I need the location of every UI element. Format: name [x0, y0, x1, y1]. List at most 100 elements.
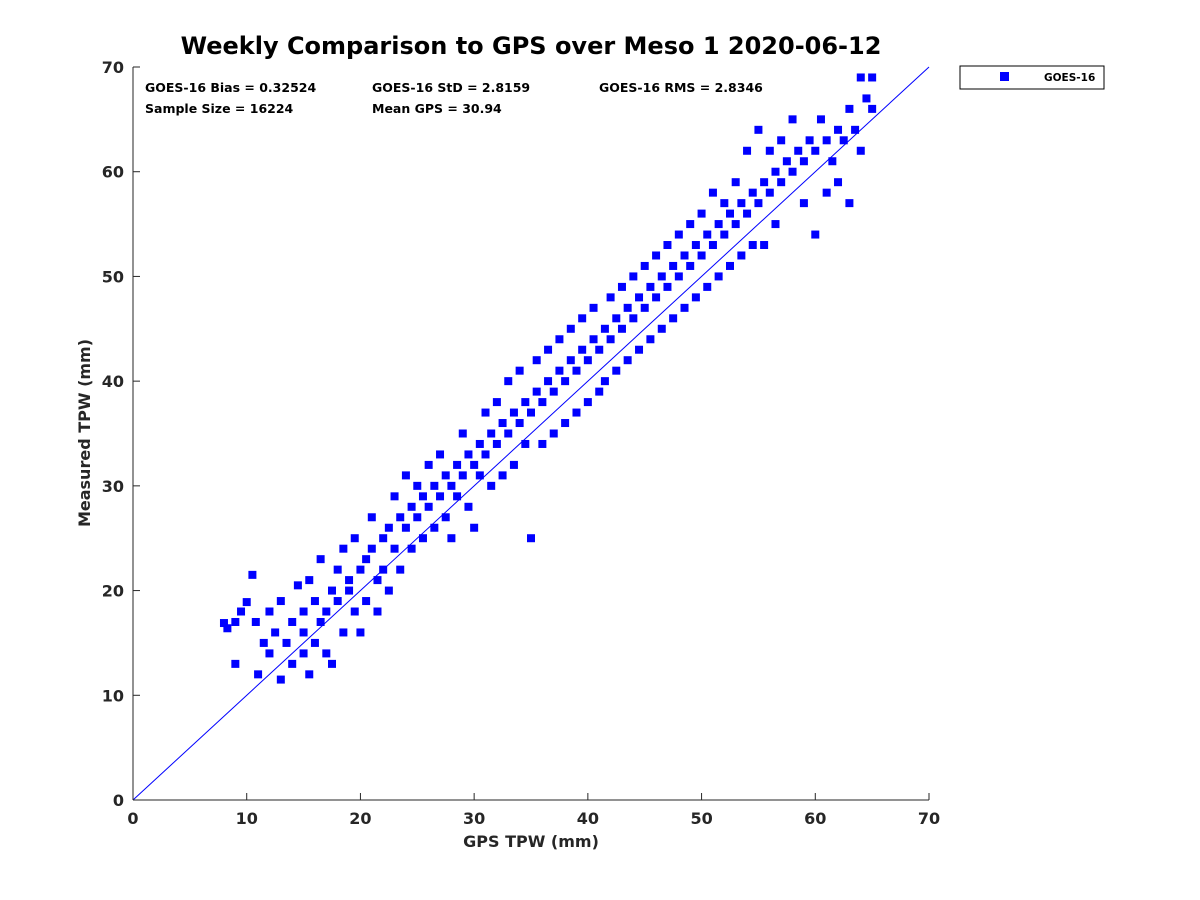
data-point [765, 188, 774, 197]
data-point [367, 513, 376, 522]
data-point [481, 450, 490, 459]
legend-entry-goes16: GOES-16 [1044, 72, 1095, 84]
data-point [828, 157, 837, 166]
data-point [754, 199, 763, 208]
data-point [492, 439, 501, 448]
data-point [777, 178, 786, 187]
data-point [544, 345, 553, 354]
data-point [572, 408, 581, 417]
data-point [799, 157, 808, 166]
data-point [600, 324, 609, 333]
data-point [350, 607, 359, 616]
data-point [441, 471, 450, 480]
data-point [310, 597, 319, 606]
data-point [748, 188, 757, 197]
data-point [396, 513, 405, 522]
data-point [720, 199, 729, 208]
legend-marker-square [1000, 72, 1009, 81]
y-tick-label: 60 [102, 163, 124, 182]
data-point [561, 377, 570, 386]
data-point [578, 345, 587, 354]
data-point [521, 398, 530, 407]
data-point [657, 272, 666, 281]
data-point [595, 387, 604, 396]
data-point [436, 450, 445, 459]
data-point [328, 586, 336, 595]
data-point [362, 555, 371, 564]
data-point [629, 314, 638, 323]
data-point [265, 649, 274, 658]
data-point [464, 502, 473, 511]
data-point [640, 261, 649, 270]
legend-box [959, 65, 1105, 90]
data-point [799, 199, 808, 208]
data-point [555, 335, 564, 344]
annotation-std: GOES-16 StD = 2.8159 [372, 80, 530, 95]
data-point [492, 398, 501, 407]
data-point [635, 345, 644, 354]
data-point [680, 303, 689, 312]
data-point [743, 146, 752, 155]
data-point [703, 282, 712, 291]
data-point [509, 408, 518, 417]
y-tick-label: 0 [113, 791, 124, 810]
data-point [532, 356, 541, 365]
data-point [447, 481, 456, 490]
data-point [345, 586, 354, 595]
data-point [276, 597, 285, 606]
x-tick-label: 40 [577, 809, 599, 828]
data-point [623, 303, 632, 312]
x-tick-label: 50 [690, 809, 712, 828]
data-point [322, 649, 331, 658]
y-ticks: 0 10 20 30 40 50 60 70 [102, 58, 140, 810]
stat-annotations: GOES-16 Bias = 0.32524 GOES-16 StD = 2.8… [145, 80, 763, 116]
data-point [845, 199, 854, 208]
x-tick-label: 0 [127, 809, 138, 828]
data-point [310, 638, 319, 647]
data-point [572, 366, 581, 375]
data-point [379, 534, 388, 543]
data-point [413, 513, 422, 522]
data-point [288, 659, 297, 668]
data-point [623, 356, 632, 365]
data-point [617, 324, 626, 333]
data-point [418, 492, 427, 501]
data-point [600, 377, 609, 386]
data-point [322, 607, 331, 616]
data-point [413, 481, 422, 490]
data-point [527, 408, 535, 417]
data-point [453, 460, 462, 469]
data-point [834, 178, 843, 187]
data-point [583, 356, 592, 365]
data-point [691, 293, 700, 302]
data-point [299, 607, 308, 616]
data-point [390, 492, 399, 501]
data-point [708, 241, 717, 250]
data-point [231, 659, 240, 668]
data-point [771, 220, 780, 229]
data-point [481, 408, 490, 417]
data-point [532, 387, 541, 396]
data-point [390, 544, 399, 553]
data-point [640, 303, 649, 312]
data-point [367, 544, 376, 553]
data-point [697, 209, 706, 218]
legend[interactable]: GOES-16 [959, 65, 1105, 90]
data-point [509, 460, 518, 469]
annotation-rms: GOES-16 RMS = 2.8346 [599, 80, 763, 95]
data-point [811, 146, 820, 155]
annotation-sample-size: Sample Size = 16224 [145, 101, 294, 116]
data-point [458, 429, 467, 438]
data-point [566, 356, 575, 365]
data-point [487, 429, 496, 438]
data-point [765, 146, 774, 155]
data-point [430, 481, 439, 490]
data-point [760, 178, 769, 187]
data-point [731, 220, 740, 229]
data-point [822, 136, 831, 145]
data-point [714, 220, 723, 229]
data-point [288, 617, 297, 626]
data-point [635, 293, 644, 302]
data-point [538, 398, 547, 407]
